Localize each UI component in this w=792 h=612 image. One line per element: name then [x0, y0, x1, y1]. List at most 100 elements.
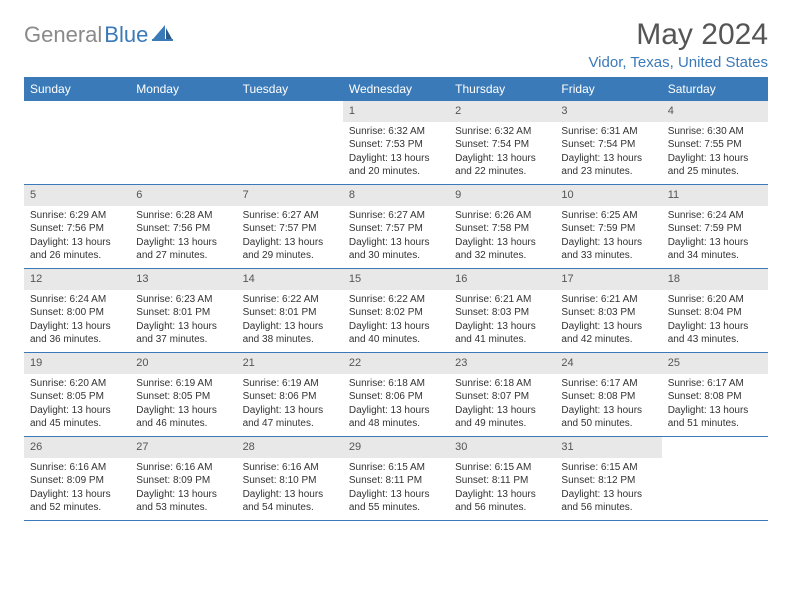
daylight-line: Daylight: 13 hours and 23 minutes. [561, 152, 655, 179]
sunset-line: Sunset: 8:09 PM [136, 474, 230, 488]
day-number: 6 [130, 185, 236, 206]
sunrise-line: Sunrise: 6:20 AM [668, 293, 762, 307]
sunset-line: Sunset: 7:57 PM [243, 222, 337, 236]
day-number: 7 [237, 185, 343, 206]
sunset-line: Sunset: 8:04 PM [668, 306, 762, 320]
day-number: 13 [130, 269, 236, 290]
sunset-line: Sunset: 7:54 PM [455, 138, 549, 152]
sunset-line: Sunset: 8:11 PM [349, 474, 443, 488]
sunrise-line: Sunrise: 6:24 AM [668, 209, 762, 223]
weekday-header: Sunday [24, 77, 130, 101]
sunset-line: Sunset: 7:54 PM [561, 138, 655, 152]
sunrise-line: Sunrise: 6:15 AM [561, 461, 655, 475]
calendar-day-cell: 14Sunrise: 6:22 AMSunset: 8:01 PMDayligh… [237, 269, 343, 352]
day-number: 25 [662, 353, 768, 374]
daylight-line: Daylight: 13 hours and 47 minutes. [243, 404, 337, 431]
daylight-line: Daylight: 13 hours and 45 minutes. [30, 404, 124, 431]
calendar-day-cell: 26Sunrise: 6:16 AMSunset: 8:09 PMDayligh… [24, 437, 130, 520]
calendar-week-row: 19Sunrise: 6:20 AMSunset: 8:05 PMDayligh… [24, 353, 768, 437]
calendar-day-cell: 6Sunrise: 6:28 AMSunset: 7:56 PMDaylight… [130, 185, 236, 268]
calendar-day-cell: 11Sunrise: 6:24 AMSunset: 7:59 PMDayligh… [662, 185, 768, 268]
daylight-line: Daylight: 13 hours and 55 minutes. [349, 488, 443, 515]
sunset-line: Sunset: 7:59 PM [668, 222, 762, 236]
calendar-day-cell: 16Sunrise: 6:21 AMSunset: 8:03 PMDayligh… [449, 269, 555, 352]
day-body: Sunrise: 6:32 AMSunset: 7:54 PMDaylight:… [449, 122, 555, 183]
day-body: Sunrise: 6:18 AMSunset: 8:06 PMDaylight:… [343, 374, 449, 435]
day-number: 1 [343, 101, 449, 122]
calendar-day-cell: 28Sunrise: 6:16 AMSunset: 8:10 PMDayligh… [237, 437, 343, 520]
daylight-line: Daylight: 13 hours and 20 minutes. [349, 152, 443, 179]
sunset-line: Sunset: 7:59 PM [561, 222, 655, 236]
calendar-day-cell [237, 101, 343, 184]
sunset-line: Sunset: 7:56 PM [30, 222, 124, 236]
day-body: Sunrise: 6:20 AMSunset: 8:04 PMDaylight:… [662, 290, 768, 351]
sunrise-line: Sunrise: 6:19 AM [136, 377, 230, 391]
sunrise-line: Sunrise: 6:22 AM [243, 293, 337, 307]
day-body: Sunrise: 6:21 AMSunset: 8:03 PMDaylight:… [449, 290, 555, 351]
day-number: 30 [449, 437, 555, 458]
calendar-day-cell: 17Sunrise: 6:21 AMSunset: 8:03 PMDayligh… [555, 269, 661, 352]
day-number: 21 [237, 353, 343, 374]
day-body: Sunrise: 6:32 AMSunset: 7:53 PMDaylight:… [343, 122, 449, 183]
daylight-line: Daylight: 13 hours and 46 minutes. [136, 404, 230, 431]
calendar-day-cell: 31Sunrise: 6:15 AMSunset: 8:12 PMDayligh… [555, 437, 661, 520]
sunrise-line: Sunrise: 6:27 AM [243, 209, 337, 223]
calendar-day-cell: 8Sunrise: 6:27 AMSunset: 7:57 PMDaylight… [343, 185, 449, 268]
sunset-line: Sunset: 7:56 PM [136, 222, 230, 236]
day-number: 29 [343, 437, 449, 458]
day-number: 26 [24, 437, 130, 458]
day-body: Sunrise: 6:19 AMSunset: 8:05 PMDaylight:… [130, 374, 236, 435]
sunset-line: Sunset: 8:09 PM [30, 474, 124, 488]
day-body: Sunrise: 6:23 AMSunset: 8:01 PMDaylight:… [130, 290, 236, 351]
calendar-week-row: 12Sunrise: 6:24 AMSunset: 8:00 PMDayligh… [24, 269, 768, 353]
sunrise-line: Sunrise: 6:25 AM [561, 209, 655, 223]
day-body: Sunrise: 6:27 AMSunset: 7:57 PMDaylight:… [343, 206, 449, 267]
sunset-line: Sunset: 8:10 PM [243, 474, 337, 488]
daylight-line: Daylight: 13 hours and 52 minutes. [30, 488, 124, 515]
day-number: 3 [555, 101, 661, 122]
logo-text-blue: Blue [104, 22, 148, 48]
logo-sail-icon [152, 24, 174, 47]
sunrise-line: Sunrise: 6:27 AM [349, 209, 443, 223]
day-body: Sunrise: 6:15 AMSunset: 8:11 PMDaylight:… [449, 458, 555, 519]
day-number: 14 [237, 269, 343, 290]
day-number: 5 [24, 185, 130, 206]
sunset-line: Sunset: 8:06 PM [349, 390, 443, 404]
day-body: Sunrise: 6:30 AMSunset: 7:55 PMDaylight:… [662, 122, 768, 183]
day-body: Sunrise: 6:16 AMSunset: 8:09 PMDaylight:… [24, 458, 130, 519]
daylight-line: Daylight: 13 hours and 30 minutes. [349, 236, 443, 263]
day-body: Sunrise: 6:22 AMSunset: 8:01 PMDaylight:… [237, 290, 343, 351]
calendar-day-cell: 2Sunrise: 6:32 AMSunset: 7:54 PMDaylight… [449, 101, 555, 184]
calendar-day-cell [662, 437, 768, 520]
sunrise-line: Sunrise: 6:16 AM [243, 461, 337, 475]
day-number: 19 [24, 353, 130, 374]
day-body: Sunrise: 6:17 AMSunset: 8:08 PMDaylight:… [555, 374, 661, 435]
day-number: 16 [449, 269, 555, 290]
day-number: 23 [449, 353, 555, 374]
title-block: May 2024 Vidor, Texas, United States [588, 18, 768, 71]
day-body: Sunrise: 6:18 AMSunset: 8:07 PMDaylight:… [449, 374, 555, 435]
day-body: Sunrise: 6:21 AMSunset: 8:03 PMDaylight:… [555, 290, 661, 351]
sunrise-line: Sunrise: 6:18 AM [349, 377, 443, 391]
day-body: Sunrise: 6:22 AMSunset: 8:02 PMDaylight:… [343, 290, 449, 351]
sunrise-line: Sunrise: 6:28 AM [136, 209, 230, 223]
logo-text-gray: General [24, 22, 102, 48]
sunrise-line: Sunrise: 6:29 AM [30, 209, 124, 223]
sunset-line: Sunset: 8:03 PM [455, 306, 549, 320]
sunset-line: Sunset: 8:05 PM [136, 390, 230, 404]
weekday-header-row: SundayMondayTuesdayWednesdayThursdayFrid… [24, 77, 768, 101]
weekday-header: Monday [130, 77, 236, 101]
daylight-line: Daylight: 13 hours and 37 minutes. [136, 320, 230, 347]
daylight-line: Daylight: 13 hours and 29 minutes. [243, 236, 337, 263]
calendar-day-cell: 19Sunrise: 6:20 AMSunset: 8:05 PMDayligh… [24, 353, 130, 436]
calendar-week-row: 26Sunrise: 6:16 AMSunset: 8:09 PMDayligh… [24, 437, 768, 521]
sunrise-line: Sunrise: 6:18 AM [455, 377, 549, 391]
calendar-day-cell [24, 101, 130, 184]
day-number: 11 [662, 185, 768, 206]
calendar-day-cell [130, 101, 236, 184]
daylight-line: Daylight: 13 hours and 25 minutes. [668, 152, 762, 179]
sunrise-line: Sunrise: 6:22 AM [349, 293, 443, 307]
sunset-line: Sunset: 8:05 PM [30, 390, 124, 404]
calendar: SundayMondayTuesdayWednesdayThursdayFrid… [24, 77, 768, 521]
sunrise-line: Sunrise: 6:15 AM [455, 461, 549, 475]
